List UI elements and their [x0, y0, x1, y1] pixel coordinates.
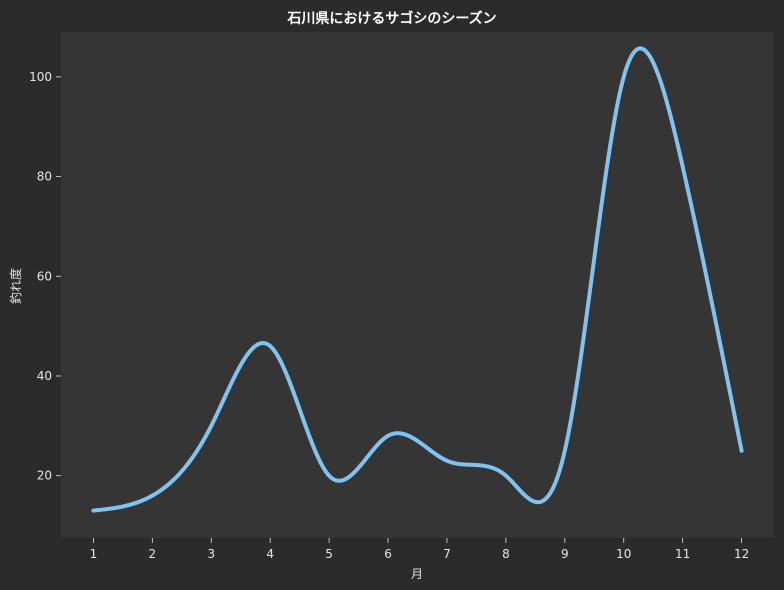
y-axis: 20 40 60 80 100 [29, 70, 61, 483]
series-layer [91, 46, 744, 513]
x-tick-label: 1 [90, 547, 98, 561]
x-tick-label: 10 [616, 547, 631, 561]
x-axis-label: 月 [411, 567, 423, 581]
y-tick-label: 60 [37, 269, 52, 283]
plot-area [61, 32, 774, 538]
x-tick-label: 12 [734, 547, 749, 561]
x-axis: 1 2 3 4 5 6 7 8 9 10 11 12 [90, 538, 749, 561]
x-tick-label: 5 [325, 547, 333, 561]
x-tick-label: 11 [675, 547, 690, 561]
x-tick-label: 9 [561, 547, 569, 561]
series-line [91, 46, 744, 513]
x-tick-label: 2 [149, 547, 157, 561]
y-tick-label: 40 [37, 369, 52, 383]
chart-title: 石川県におけるサゴシのシーズン [287, 11, 497, 27]
x-tick-label: 7 [443, 547, 451, 561]
y-tick-label: 20 [37, 469, 52, 483]
y-tick-label: 100 [29, 70, 52, 84]
x-tick-label: 8 [502, 547, 510, 561]
y-tick-label: 80 [37, 170, 52, 184]
x-tick-label: 3 [207, 547, 215, 561]
y-axis-label: 釣れ度 [8, 268, 23, 304]
x-tick-label: 4 [266, 547, 274, 561]
x-tick-label: 6 [384, 547, 392, 561]
